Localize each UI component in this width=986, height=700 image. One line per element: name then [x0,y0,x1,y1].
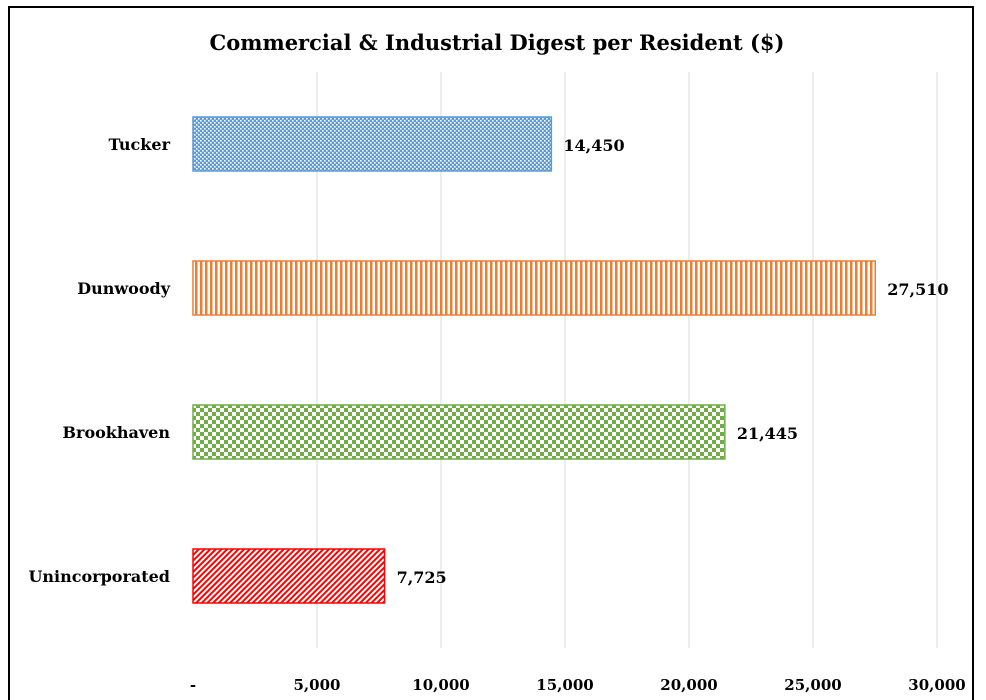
x-tick-label: 30,000 [908,676,965,694]
value-label: 27,510 [887,280,948,299]
value-label: 14,450 [563,136,624,155]
x-tick-label: 5,000 [294,676,341,694]
value-label: 7,725 [397,568,447,587]
category-label: Brookhaven [63,423,171,442]
bars [192,116,876,604]
bar-tucker [192,116,553,172]
value-label: 21,445 [737,424,798,443]
chart-title: Commercial & Industrial Digest per Resid… [210,30,785,55]
x-tick-label: - [190,676,196,694]
category-label: Unincorporated [28,567,170,586]
x-tick-label: 25,000 [784,676,841,694]
category-label: Tucker [108,135,170,154]
bar-dunwoody [192,260,876,316]
x-tick-label: 20,000 [660,676,717,694]
x-tick-label: 10,000 [412,676,469,694]
x-tick-label: 15,000 [536,676,593,694]
labels: - 5,000 10,000 15,000 20,000 25,000 30,000 Tuck… [28,135,965,694]
category-label: Dunwoody [77,279,170,298]
bar-brookhaven [192,404,726,460]
chart-frame [8,6,974,700]
bar-unincorporated [192,548,386,604]
